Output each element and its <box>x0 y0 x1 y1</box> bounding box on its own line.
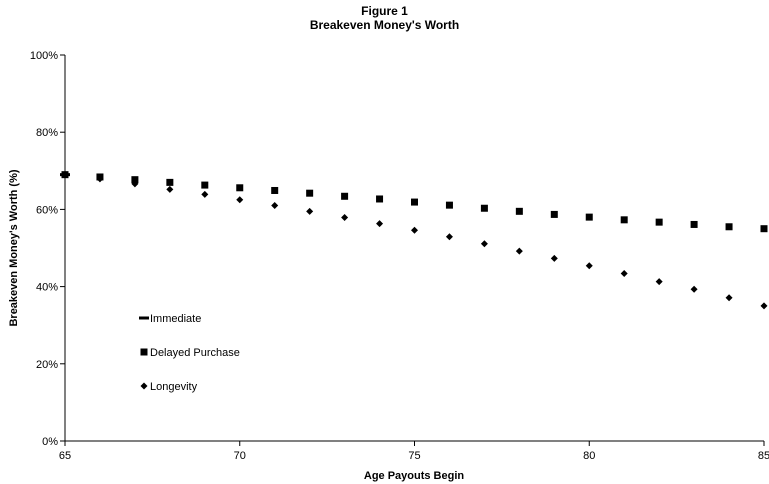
longevity-point <box>201 190 209 198</box>
longevity-point <box>585 262 593 270</box>
y-tick-label: 80% <box>36 127 58 139</box>
delayed-purchase-point <box>236 184 244 192</box>
y-tick-label: 20% <box>36 359 58 371</box>
legend-marker <box>140 382 148 390</box>
chart-title: Figure 1 <box>361 4 408 18</box>
longevity-point <box>725 294 733 302</box>
delayed-purchase-point <box>725 223 733 231</box>
legend-label: Longevity <box>150 381 198 393</box>
delayed-purchase-point <box>690 220 698 228</box>
x-tick-label: 70 <box>234 450 246 462</box>
x-tick-label: 65 <box>59 450 71 462</box>
delayed-purchase-point <box>515 207 523 215</box>
longevity-point <box>550 254 558 262</box>
x-axis-label: Age Payouts Begin <box>364 470 465 482</box>
legend-marker <box>140 348 148 356</box>
y-ticks: 0% 20% 40% 60% 80% 100% <box>30 50 65 448</box>
legend-label: Delayed Purchase <box>150 347 240 359</box>
legend: Immediate Delayed Purchase Longevity <box>139 313 240 393</box>
delayed-purchase-point <box>655 218 663 226</box>
longevity-point <box>655 278 663 286</box>
y-tick-label: 60% <box>36 204 58 216</box>
y-tick-label: 0% <box>42 436 58 448</box>
x-tick-label: 85 <box>758 450 769 462</box>
longevity-point <box>271 202 279 210</box>
longevity-point <box>376 220 384 228</box>
y-tick-label: 40% <box>36 282 58 294</box>
delayed-purchase-point <box>166 178 174 186</box>
immediate-point <box>60 173 70 177</box>
delayed-purchase-point <box>376 195 384 203</box>
delayed-purchase-point <box>760 225 768 233</box>
delayed-purchase-point <box>131 176 139 184</box>
delayed-purchase-point <box>480 204 488 212</box>
delayed-purchase-point <box>341 192 349 200</box>
legend-label: Immediate <box>150 313 201 325</box>
y-tick-label: 100% <box>30 50 58 62</box>
longevity-point <box>620 269 628 277</box>
longevity-point <box>166 185 174 193</box>
chart-subtitle: Breakeven Money's Worth <box>309 18 460 32</box>
x-ticks: 65 70 75 80 85 <box>59 441 769 462</box>
longevity-point <box>306 207 314 215</box>
legend-marker <box>139 316 149 320</box>
delayed-purchase-point <box>620 216 628 224</box>
delayed-purchase-point <box>445 201 453 209</box>
delayed-purchase-point <box>411 198 418 206</box>
longevity-point <box>236 196 244 204</box>
x-tick-label: 75 <box>408 450 420 462</box>
x-tick-label: 80 <box>583 450 595 462</box>
longevity-point <box>690 285 698 293</box>
data-marks <box>60 171 768 310</box>
longevity-point <box>515 247 523 255</box>
longevity-point <box>341 214 349 222</box>
longevity-point <box>480 240 488 248</box>
longevity-point <box>760 302 768 310</box>
delayed-purchase-point <box>271 186 279 194</box>
delayed-purchase-point <box>585 213 593 221</box>
delayed-purchase-point <box>550 210 558 218</box>
delayed-purchase-point <box>306 189 314 197</box>
longevity-point <box>411 226 418 234</box>
delayed-purchase-point <box>96 173 104 181</box>
y-axis-label: Breakeven Money's Worth (%) <box>8 169 20 326</box>
delayed-purchase-point <box>201 181 209 189</box>
longevity-point <box>445 233 453 241</box>
